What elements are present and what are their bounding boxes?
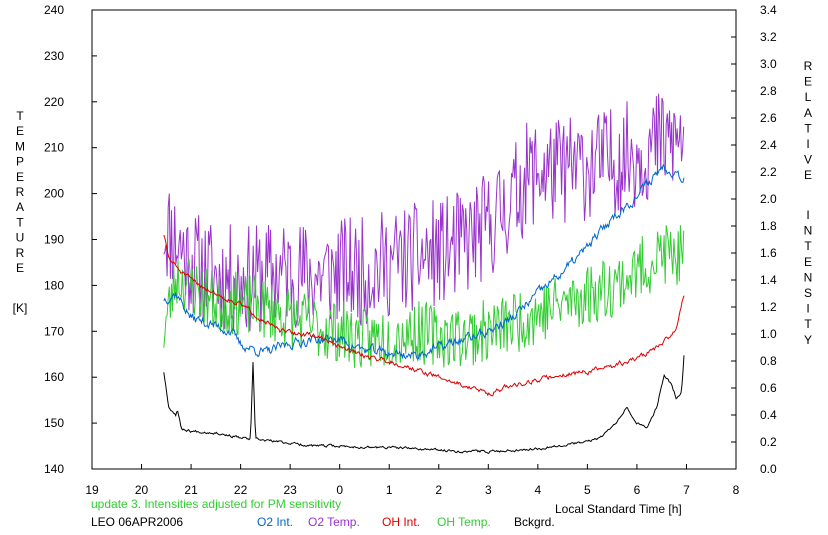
x-axis-tick-label: 23	[283, 483, 297, 497]
right-axis-tick-label: 0.0	[760, 462, 777, 476]
axes: 1401501601701801902002102202302400.00.20…	[44, 3, 777, 497]
left-axis-title-letter: E	[16, 170, 24, 184]
left-axis-tick-label: 170	[44, 324, 64, 338]
x-axis-tick-label: 19	[85, 483, 99, 497]
right-axis-tick-label: 1.0	[760, 327, 777, 341]
x-axis-tick-label: 1	[386, 483, 393, 497]
left-axis-tick-label: 150	[44, 416, 64, 430]
legend-entry: O2 Int.	[257, 515, 293, 529]
right-axis-tick-label: 1.8	[760, 219, 777, 233]
right-axis-title-letter: A	[804, 106, 812, 120]
left-axis-tick-label: 160	[44, 370, 64, 384]
station-date: LEO 06APR2006	[91, 515, 183, 529]
right-axis-title-letter: I	[806, 302, 809, 316]
left-axis-tick-label: 230	[44, 49, 64, 63]
left-axis-title-letter: T	[16, 215, 24, 229]
left-axis-title-letter: U	[16, 231, 25, 245]
right-axis-tick-label: 3.0	[760, 57, 777, 71]
right-axis-tick-label: 2.0	[760, 192, 777, 206]
plot-frame	[91, 9, 737, 470]
left-axis-tick-label: 180	[44, 278, 64, 292]
left-axis-tick-label: 140	[44, 462, 64, 476]
right-axis-title-letter: T	[804, 317, 812, 331]
x-axis-tick-label: 22	[234, 483, 248, 497]
right-axis-tick-label: 1.2	[760, 300, 777, 314]
x-axis-label: Local Standard Time [h]	[555, 502, 682, 516]
x-axis-tick-label: 4	[535, 483, 542, 497]
right-axis-tick-label: 1.4	[760, 273, 777, 287]
right-axis-title-letter: R	[804, 59, 813, 73]
x-axis-tick-label: 21	[184, 483, 198, 497]
legend-entry: O2 Temp.	[308, 515, 360, 529]
right-axis-title-letter: N	[804, 224, 813, 238]
right-axis-title-letter: V	[804, 153, 812, 167]
legend-entry: OH Int.	[382, 515, 420, 529]
right-axis-title-letter: T	[804, 239, 812, 253]
right-axis-tick-label: 2.6	[760, 111, 777, 125]
left-axis-unit: [K]	[13, 301, 28, 315]
right-axis-tick-label: 0.2	[760, 435, 777, 449]
right-axis-tick-label: 2.8	[760, 84, 777, 98]
left-axis-tick-label: 220	[44, 95, 64, 109]
series-line-oh-temp	[163, 225, 685, 368]
right-axis-tick-label: 2.4	[760, 138, 777, 152]
x-axis-tick-label: 0	[336, 483, 343, 497]
x-axis-tick-label: 20	[135, 483, 149, 497]
series-line-bckgrd	[163, 355, 685, 454]
right-axis-tick-label: 0.6	[760, 381, 777, 395]
left-axis-title-letter: R	[16, 185, 25, 199]
update-note: update 3. Intensities adjusted for PM se…	[91, 497, 341, 511]
left-axis-title-letter: T	[16, 109, 24, 123]
right-axis-title-letter: I	[806, 137, 809, 151]
x-axis-tick-label: 2	[435, 483, 442, 497]
right-axis-tick-label: 3.2	[760, 30, 777, 44]
x-axis-tick-label: 3	[485, 483, 492, 497]
right-axis-tick-label: 3.4	[760, 3, 777, 17]
right-axis-title-letter: T	[804, 121, 812, 135]
right-axis-tick-label: 2.2	[760, 165, 777, 179]
legend: O2 Int. O2 Temp. OH Int. OH Temp. Bckgrd.	[257, 515, 555, 529]
left-axis-tick-label: 200	[44, 187, 64, 201]
right-axis-title-letter: E	[804, 255, 812, 269]
left-axis-title-letter: P	[16, 155, 24, 169]
series-line-o2-int	[163, 163, 685, 360]
right-axis-tick-label: 1.6	[760, 246, 777, 260]
left-axis-tick-label: 190	[44, 233, 64, 247]
series-line-oh-int	[163, 234, 685, 397]
legend-entry: OH Temp.	[437, 515, 491, 529]
left-axis-title-letter: M	[15, 139, 25, 153]
x-axis-tick-label: 5	[584, 483, 591, 497]
left-axis-tick-label: 240	[44, 3, 64, 17]
legend-entry: Bckgrd.	[514, 515, 555, 529]
x-axis-tick-label: 7	[683, 483, 690, 497]
right-axis-tick-label: 0.8	[760, 354, 777, 368]
right-axis-title-letter: N	[804, 270, 813, 284]
right-axis-title-letter: S	[804, 286, 812, 300]
series-line-o2-temp	[163, 93, 685, 332]
right-axis-tick-label: 0.4	[760, 408, 777, 422]
left-axis-title-letter: A	[16, 200, 24, 214]
right-axis-title-letter: I	[806, 208, 809, 222]
right-axis-title-letter: L	[805, 90, 812, 104]
right-axis-title-letter: Y	[804, 333, 812, 347]
left-axis-title-letter: E	[16, 261, 24, 275]
right-axis-title-letter: E	[804, 168, 812, 182]
x-axis-tick-label: 8	[733, 483, 740, 497]
series-layer	[163, 93, 685, 454]
right-axis-title-letter: E	[804, 75, 812, 89]
left-axis-title-letter: E	[16, 124, 24, 138]
x-axis-tick-label: 6	[634, 483, 641, 497]
left-axis-tick-label: 210	[44, 141, 64, 155]
left-axis-title-letter: R	[16, 246, 25, 260]
